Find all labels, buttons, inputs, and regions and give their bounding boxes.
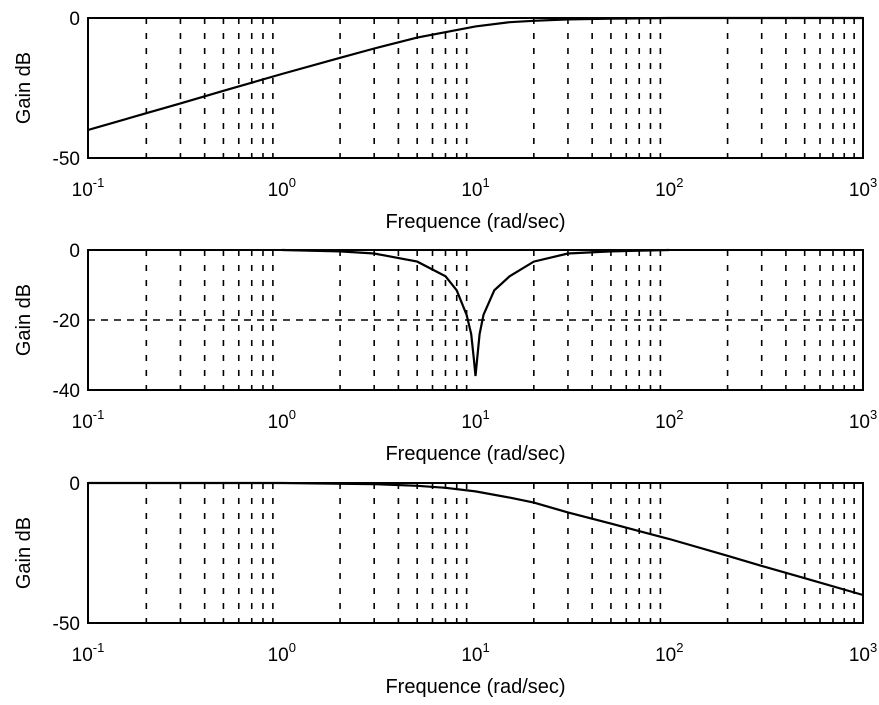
x-tick-label: 102 [655, 175, 683, 201]
y-tick-label: 0 [69, 241, 80, 262]
plot-frame [87, 249, 864, 391]
gain-curve [281, 248, 670, 377]
y-axis-label: Gain dB [13, 52, 35, 124]
x-tick-label: 100 [268, 640, 296, 666]
y-tick-label: -20 [53, 311, 80, 332]
x-tick-label: 10-1 [72, 407, 105, 433]
x-tick-label: 103 [849, 175, 877, 201]
x-tick-label: 101 [461, 175, 489, 201]
x-axis-label: Frequence (rad/sec) [385, 443, 565, 465]
y-axis-label: Gain dB [13, 284, 35, 356]
y-axis-label: Gain dB [13, 517, 35, 589]
x-tick-label: 101 [461, 640, 489, 666]
x-tick-label: 100 [268, 407, 296, 433]
y-tick-label: -50 [53, 614, 80, 635]
x-tick-label: 103 [849, 407, 877, 433]
gain-panel-3: 0 -50 10-1 100 101 102 103 Frequence (rad/sec) G… [13, 474, 877, 698]
plot-frame [87, 17, 864, 159]
x-tick-label: 100 [268, 175, 296, 201]
gain-panel-1: 0 -50 10-1 100 101 102 103 Frequence (rad/sec) G… [13, 9, 877, 233]
y-tick-label: -50 [53, 149, 80, 170]
x-tick-label: 103 [849, 640, 877, 666]
gain-curve [88, 481, 864, 597]
plot-frame [87, 482, 864, 624]
x-tick-label: 10-1 [72, 175, 105, 201]
x-tick-label: 102 [655, 407, 683, 433]
x-tick-label: 102 [655, 640, 683, 666]
x-tick-label: 10-1 [72, 640, 105, 666]
x-axis-label: Frequence (rad/sec) [385, 676, 565, 698]
y-tick-label: -40 [53, 381, 80, 402]
gain-panel-2: 0 -20 -40 10-1 100 101 102 103 Frequence (rad/se… [13, 241, 877, 465]
x-axis-label: Frequence (rad/sec) [385, 211, 565, 233]
x-tick-label: 101 [461, 407, 489, 433]
y-tick-label: 0 [69, 9, 80, 30]
y-tick-label: 0 [69, 474, 80, 495]
